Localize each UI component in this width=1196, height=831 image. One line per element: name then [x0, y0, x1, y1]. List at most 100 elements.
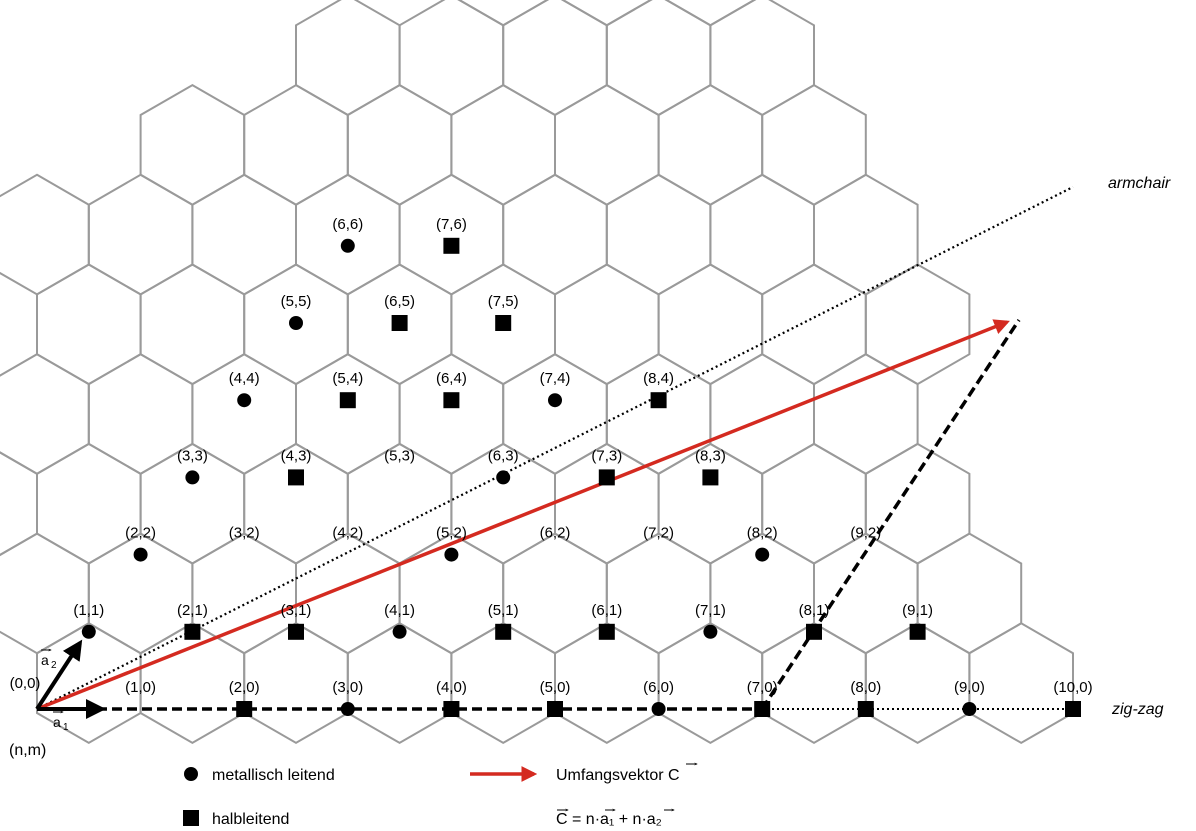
node-label: (8,2) — [747, 525, 778, 542]
node-label: (4,4) — [229, 370, 260, 387]
hexagon-cell — [761, 83, 867, 206]
lattice-points: (0,0) (1,0) (2,0) (3,0) (4,0) (5,0) (6,0) (7,0)… — [10, 216, 1093, 717]
legend: metallisch leitend halbleitend Umfangsve… — [183, 764, 697, 828]
hexagon-cell — [450, 83, 556, 206]
hexagon-cell — [502, 532, 608, 655]
hexagon-cell — [191, 173, 297, 296]
hexagon-cell — [916, 532, 1023, 655]
hexagon-cell — [657, 263, 764, 386]
node-label: (3,0) — [332, 679, 363, 696]
semiconducting-point — [754, 701, 771, 717]
semiconducting-point — [598, 469, 615, 486]
semiconducting-point — [495, 623, 512, 640]
hexagon-grid — [0, 0, 1074, 745]
legend-metallic-label: metallisch leitend — [212, 767, 335, 784]
metallic-point — [444, 547, 459, 562]
hexagon-cell — [398, 173, 505, 296]
node-label: (5,3) — [384, 447, 415, 464]
armchair-label: armchair — [1108, 175, 1171, 192]
node-label: (5,2) — [436, 525, 467, 542]
node-label: (3,3) — [177, 447, 208, 464]
hexagon-cell — [605, 173, 712, 296]
node-label: (1,1) — [73, 602, 104, 619]
metallic-point — [340, 702, 355, 716]
node-label: (6,3) — [488, 447, 519, 464]
node-label: (9,1) — [902, 602, 933, 619]
semiconducting-point — [443, 237, 460, 254]
hexagon-cell — [87, 173, 194, 296]
legend-semiconducting-marker — [183, 810, 199, 826]
semiconducting-point — [288, 469, 304, 486]
metallic-point — [755, 547, 770, 562]
hexagon-cell — [36, 442, 142, 565]
semiconducting-point — [547, 701, 563, 717]
node-label: (4,1) — [384, 602, 415, 619]
node-label: (7,2) — [643, 525, 674, 542]
node-label: (7,1) — [695, 602, 726, 619]
hexagon-cell — [0, 353, 90, 475]
a2-basis-vector — [35, 639, 83, 711]
semiconducting-point — [184, 623, 201, 640]
node-label: (7,0) — [747, 679, 778, 696]
semiconducting-point — [806, 623, 822, 640]
hexagon-cell — [554, 83, 660, 206]
node-label: (5,1) — [488, 602, 519, 619]
hexagon-cell — [664, 0, 757, 27]
node-label: (6,5) — [384, 293, 415, 310]
metallic-point — [185, 470, 200, 485]
node-label: (7,5) — [488, 293, 519, 310]
node-label: (7,6) — [436, 216, 467, 233]
hexagon-cell — [605, 532, 712, 655]
semiconducting-point — [288, 623, 304, 640]
node-label: (6,2) — [540, 525, 571, 542]
a1-label: a 1 — [53, 712, 69, 733]
node-label: (8,3) — [695, 447, 726, 464]
hexagon-cell — [36, 263, 142, 386]
node-label: (7,3) — [591, 447, 622, 464]
nm-label: (n,m) — [9, 742, 46, 759]
hexagon-cell — [346, 83, 453, 206]
node-label: (2,2) — [125, 525, 156, 542]
hexagon-cell — [864, 442, 971, 565]
hexagon-cell — [709, 353, 815, 475]
hexagon-cell — [761, 263, 867, 386]
semiconducting-point — [236, 701, 253, 717]
semiconducting-point — [1065, 701, 1081, 717]
semiconducting-point — [650, 392, 667, 409]
legend-chiral-vector-label: Umfangsvektor C — [556, 767, 680, 784]
metallic-point — [392, 624, 407, 639]
node-label: (4,0) — [436, 679, 467, 696]
hexagon-cell — [0, 532, 90, 655]
semiconducting-point — [443, 392, 460, 409]
metallic-point — [340, 238, 355, 253]
node-label: (6,0) — [643, 679, 674, 696]
a2-label: a 2 — [41, 650, 57, 671]
hexagon-cell — [502, 173, 608, 296]
svg-text:2: 2 — [51, 660, 57, 671]
hexagon-cell — [295, 532, 401, 655]
metallic-point — [289, 316, 303, 330]
legend-formula: C = n·a₁ + n·a₂ — [556, 811, 662, 828]
metallic-point — [651, 702, 666, 716]
node-label: (3,1) — [281, 602, 312, 619]
node-label: (1,0) — [125, 679, 156, 696]
hexagon-cell — [813, 173, 919, 296]
metallic-point — [237, 393, 252, 408]
semiconducting-point — [339, 392, 356, 409]
semiconducting-point — [702, 469, 719, 486]
legend-metallic-marker — [184, 767, 198, 781]
svg-text:1: 1 — [63, 722, 69, 733]
node-label: (8,0) — [850, 679, 881, 696]
hexagon-cell — [554, 263, 660, 386]
chiral-vector-arrow — [36, 319, 1010, 711]
armchair-direction-line — [36, 186, 1074, 710]
metallic-point — [81, 624, 96, 639]
node-label: (7,4) — [540, 370, 571, 387]
metallic-point — [133, 547, 148, 562]
hexagon-cell — [761, 442, 867, 565]
metallic-point — [962, 702, 977, 716]
hexagon-cell — [139, 83, 246, 206]
hexagon-cell — [0, 173, 90, 296]
